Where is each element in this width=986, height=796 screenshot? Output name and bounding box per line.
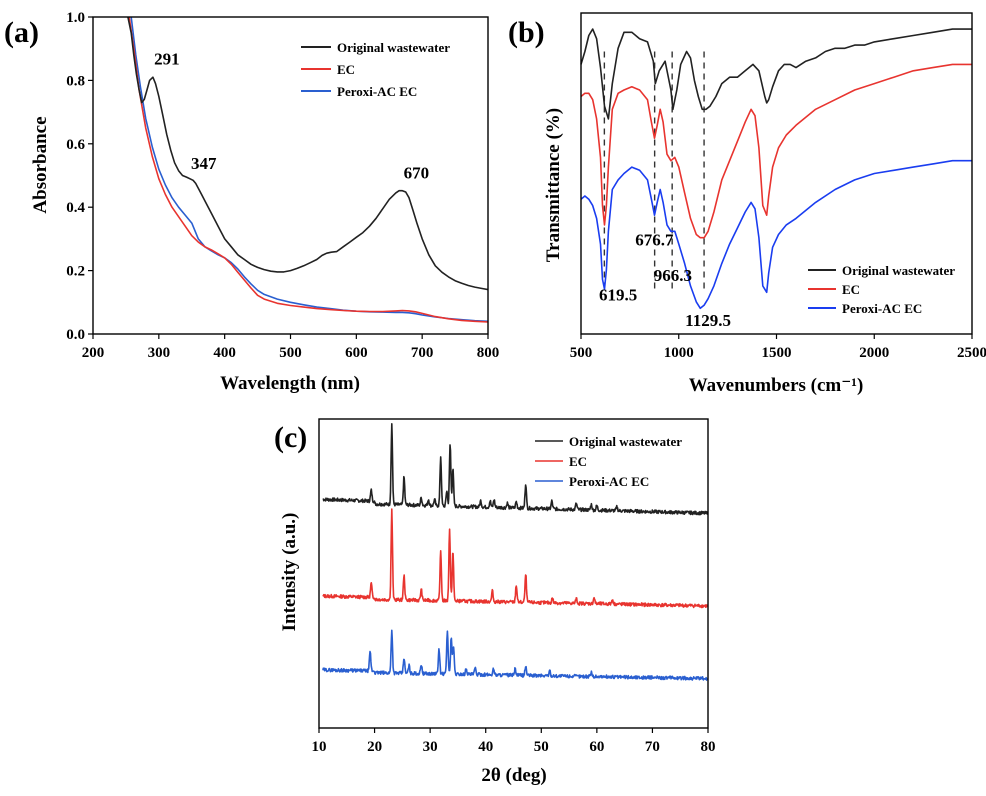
panel-c-x-tick-label: 60 bbox=[589, 739, 604, 755]
series-c-2-line bbox=[322, 629, 708, 681]
panel-b-legend: Original wastewater EC Peroxi-AC EC bbox=[808, 263, 955, 316]
legend-peroxi-ac-ec: Peroxi-AC EC bbox=[337, 84, 417, 99]
panel-a-y-tick-label: 0.6 bbox=[66, 137, 85, 153]
panel-a-x-axis-label: Wavelength (nm) bbox=[220, 373, 360, 394]
series-a-0-line bbox=[127, 17, 488, 291]
panel-b-x-tick-label: 1500 bbox=[762, 345, 792, 361]
legend-original-wastewater: Original wastewater bbox=[337, 40, 450, 55]
panel-a-y-tick-label: 0.4 bbox=[66, 200, 85, 216]
panel-b-x-tick-label: 500 bbox=[570, 345, 593, 361]
panel-c-x-tick-label: 30 bbox=[423, 739, 438, 755]
panel-c-x-axis-label: 2θ (deg) bbox=[481, 765, 546, 786]
series-a-2-line bbox=[130, 17, 488, 323]
legend-c-peroxi-ac-ec: Peroxi-AC EC bbox=[569, 474, 649, 489]
legend-b-ec: EC bbox=[842, 282, 860, 297]
panel-c-legend: Original wastewater EC Peroxi-AC EC bbox=[535, 434, 682, 489]
panel-a-y-tick-label: 0.0 bbox=[66, 327, 85, 343]
annotation-291: 291 bbox=[154, 50, 180, 69]
series-b-0-line bbox=[580, 28, 972, 120]
series-b-1-line bbox=[580, 63, 972, 239]
panel-a-y-tick-label: 0.8 bbox=[66, 73, 85, 89]
legend-b-original-wastewater: Original wastewater bbox=[842, 263, 955, 278]
panel-a-x-tick-label: 800 bbox=[477, 345, 500, 361]
panel-a-x-tick-label: 600 bbox=[345, 345, 368, 361]
panel-b-y-axis-label: Transmittance (%) bbox=[543, 108, 564, 262]
panel-a-x-tick-label: 700 bbox=[411, 345, 434, 361]
legend-ec: EC bbox=[337, 62, 355, 77]
panel-a-legend: Original wastewater EC Peroxi-AC EC bbox=[301, 40, 450, 99]
panel-c-y-axis-label: Intensity (a.u.) bbox=[279, 513, 300, 632]
panel-a-y-tick-label: 1.0 bbox=[66, 10, 85, 26]
legend-b-peroxi-ac-ec: Peroxi-AC EC bbox=[842, 301, 922, 316]
annotation-1129-5: 1129.5 bbox=[685, 311, 731, 330]
panel-c-x-tick-label: 20 bbox=[367, 739, 382, 755]
panel-c-x-tick-label: 80 bbox=[701, 739, 716, 755]
panel-c-label: (c) bbox=[274, 421, 307, 454]
annotation-619-5: 619.5 bbox=[599, 285, 637, 304]
panel-a-y-axis-label: Absorbance bbox=[30, 116, 51, 213]
series-c-1-line bbox=[322, 508, 708, 609]
panel-a-label: (a) bbox=[4, 16, 39, 49]
panel-c-x-tick-label: 40 bbox=[478, 739, 493, 755]
panel-a-y-tick-label: 0.2 bbox=[66, 264, 85, 280]
series-c-0-line bbox=[322, 423, 709, 516]
panel-c-x-tick-label: 50 bbox=[534, 739, 549, 755]
panel-c-frame bbox=[318, 418, 709, 729]
legend-c-ec: EC bbox=[569, 454, 587, 469]
panel-a-x-tick-label: 300 bbox=[148, 345, 171, 361]
panel-c-xrd-chart: (c) 10 20 30 40 50 60 70 80 2θ (deg) Intensity … bbox=[274, 418, 716, 786]
panel-a-absorbance-chart: (a) 200 300 400 500 600 700 800 0.0 0.2 0.4 0.6 0.8… bbox=[4, 10, 499, 394]
annotation-347: 347 bbox=[191, 154, 217, 173]
panel-c-x-tick-label: 70 bbox=[645, 739, 660, 755]
legend-c-original-wastewater: Original wastewater bbox=[569, 434, 682, 449]
panel-a-x-tick-label: 200 bbox=[82, 345, 105, 361]
panel-b-frame bbox=[580, 12, 973, 335]
series-a-1-line bbox=[128, 17, 488, 323]
panel-b-x-tick-label: 1000 bbox=[664, 345, 694, 361]
panel-b-ftir-chart: (b) 500 1000 1500 2000 2500 Wavenumbers (cm⁻… bbox=[508, 12, 986, 396]
panel-a-frame bbox=[92, 16, 489, 335]
annotation-966-3: 966.3 bbox=[654, 266, 692, 285]
panel-c-x-tick-label: 10 bbox=[312, 739, 327, 755]
annotation-670: 670 bbox=[404, 164, 430, 183]
panel-b-x-tick-label: 2000 bbox=[859, 345, 889, 361]
annotation-676-7: 676.7 bbox=[635, 231, 674, 250]
panel-b-x-axis-label: Wavenumbers (cm⁻¹) bbox=[689, 375, 864, 396]
series-b-2-line bbox=[580, 159, 972, 310]
panel-a-x-tick-label: 500 bbox=[279, 345, 302, 361]
panel-a-x-tick-label: 400 bbox=[213, 345, 236, 361]
panel-b-label: (b) bbox=[508, 16, 545, 49]
panel-b-x-tick-label: 2500 bbox=[957, 345, 986, 361]
